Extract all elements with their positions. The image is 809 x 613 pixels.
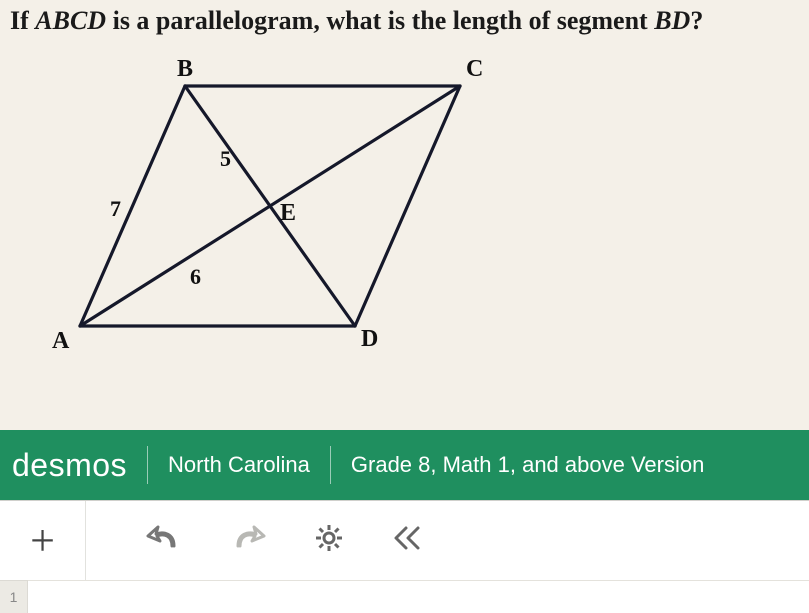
- banner-version: Grade 8, Math 1, and above Version: [351, 452, 704, 478]
- question-text: If ABCD is a parallelogram, what is the …: [10, 6, 799, 36]
- chevron-double-left-icon[interactable]: [392, 524, 424, 557]
- brand-logo: desmos: [12, 447, 127, 484]
- q-prefix: If: [10, 6, 35, 35]
- expression-row-number: 1: [0, 580, 28, 613]
- banner-separator: [147, 446, 148, 484]
- gear-icon[interactable]: [314, 523, 344, 558]
- toolbar-actions: [146, 523, 424, 558]
- q-math-bd: BD: [654, 6, 690, 35]
- q-mid: is a parallelogram, what is the length o…: [106, 6, 654, 35]
- redo-icon[interactable]: [230, 524, 266, 557]
- banner-separator: [330, 446, 331, 484]
- parallelogram-diagram: A B C D E 7 5 6: [30, 46, 530, 366]
- center-label-e: E: [280, 200, 296, 227]
- vertex-label-b: B: [177, 56, 193, 83]
- edge-length-5: 5: [220, 146, 231, 172]
- vertex-label-a: A: [52, 328, 69, 355]
- q-math-abcd: ABCD: [35, 6, 106, 35]
- question-area: If ABCD is a parallelogram, what is the …: [0, 0, 809, 366]
- edge-length-6: 6: [190, 264, 201, 290]
- q-suffix: ?: [690, 6, 703, 35]
- expression-row[interactable]: [28, 580, 809, 613]
- undo-icon[interactable]: [146, 524, 182, 557]
- vertex-label-d: D: [361, 326, 378, 353]
- calculator-toolbar: +: [0, 500, 809, 580]
- banner-region: North Carolina: [168, 452, 310, 478]
- add-expression-button[interactable]: +: [0, 501, 86, 581]
- edge-length-7: 7: [110, 196, 121, 222]
- vertex-label-c: C: [466, 56, 483, 83]
- desmos-banner: desmos North Carolina Grade 8, Math 1, a…: [0, 430, 809, 500]
